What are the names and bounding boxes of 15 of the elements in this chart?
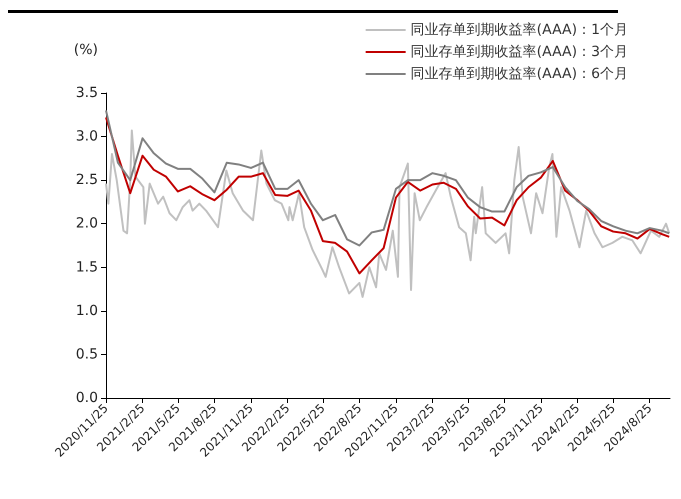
y-tick-label: 1.5 xyxy=(76,259,98,276)
y-tick-label: 2.0 xyxy=(76,216,98,232)
line-series xyxy=(105,116,670,274)
line-series xyxy=(105,109,670,246)
y-tick-label: 0.5 xyxy=(76,346,98,362)
line-series xyxy=(105,129,670,298)
y-tick-label: 3.5 xyxy=(76,85,98,101)
legend-label: 同业存单到期收益率(AAA)：1个月 xyxy=(410,22,628,38)
y-tick-label: 1.0 xyxy=(76,302,98,319)
y-tick-label: 3.0 xyxy=(76,128,98,145)
y-tick-label: 2.5 xyxy=(76,172,98,188)
legend-label: 同业存单到期收益率(AAA)：6个月 xyxy=(410,66,628,82)
y-axis-title: (%) xyxy=(74,42,98,58)
legend-label: 同业存单到期收益率(AAA)：3个月 xyxy=(410,44,628,60)
y-tick-label: 0.0 xyxy=(76,390,98,406)
